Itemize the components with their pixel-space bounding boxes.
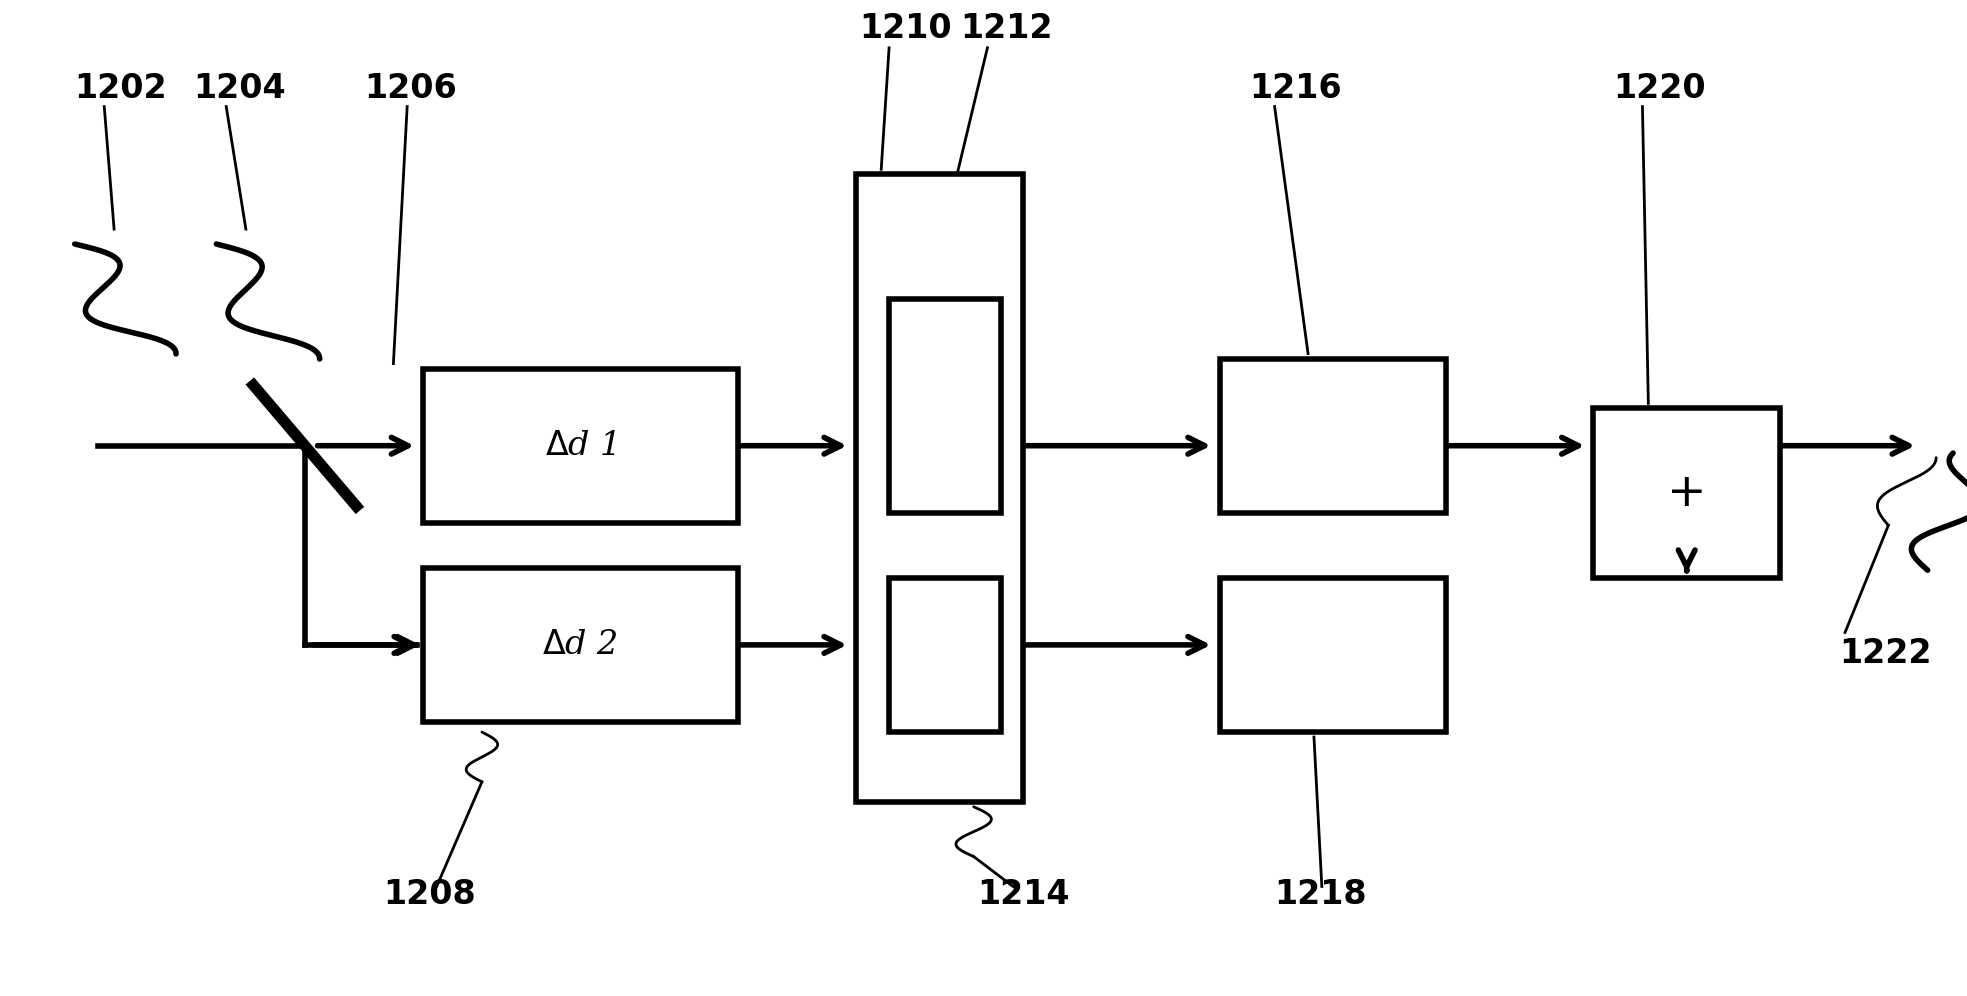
Text: 1216: 1216 [1249, 72, 1341, 105]
Bar [889, 578, 1001, 732]
Text: 1214: 1214 [978, 878, 1070, 911]
Text: 1212: 1212 [960, 12, 1052, 45]
Bar [889, 299, 1001, 513]
Text: 1204: 1204 [193, 72, 285, 105]
Bar [856, 174, 1023, 802]
Text: 1206: 1206 [364, 72, 456, 105]
Text: $\Delta$d 2: $\Delta$d 2 [543, 628, 618, 661]
Text: 1210: 1210 [860, 12, 952, 45]
Text: 1218: 1218 [1275, 878, 1367, 911]
Text: +: + [1666, 470, 1707, 516]
Text: 1202: 1202 [75, 72, 167, 105]
Bar [1593, 408, 1780, 578]
Bar [1220, 359, 1446, 513]
Text: 1208: 1208 [384, 878, 476, 911]
Text: 1222: 1222 [1839, 637, 1932, 670]
Text: $\Delta$d 1: $\Delta$d 1 [545, 429, 616, 462]
Bar [423, 369, 738, 523]
Bar [423, 568, 738, 722]
Text: 1220: 1220 [1613, 72, 1705, 105]
Bar [1220, 578, 1446, 732]
